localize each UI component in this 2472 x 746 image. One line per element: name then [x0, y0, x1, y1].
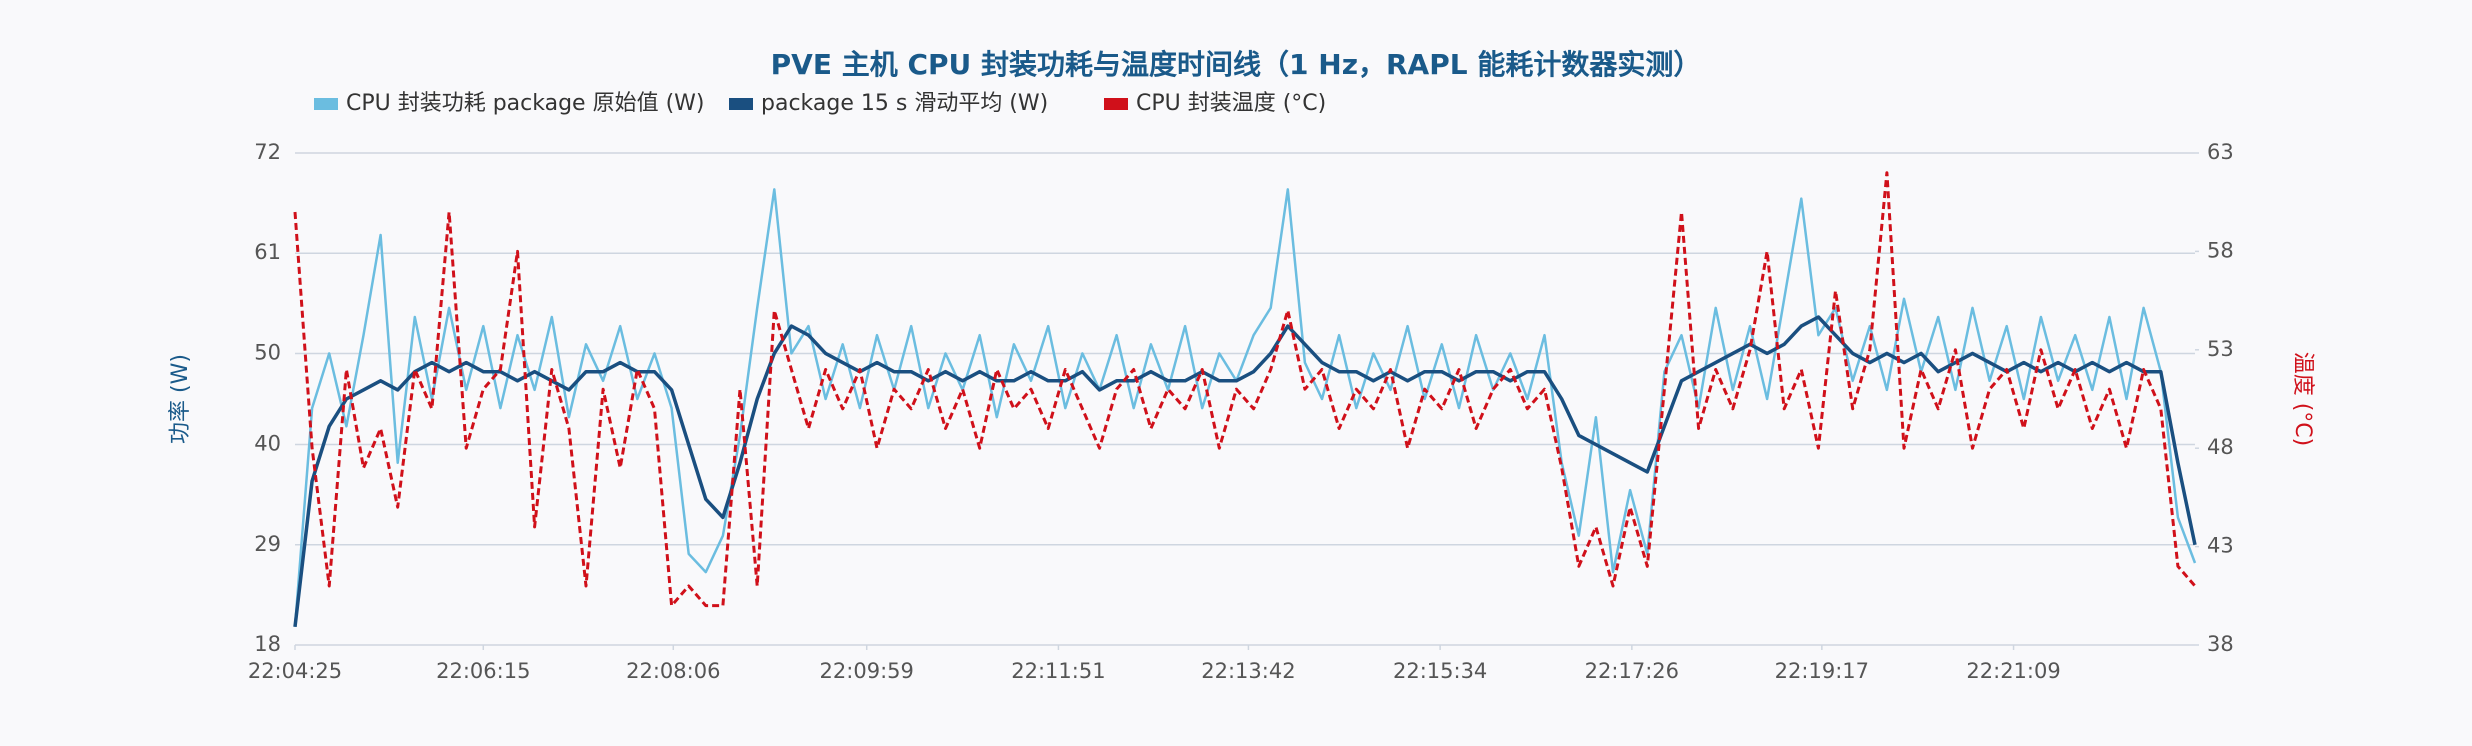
legend-swatch	[729, 98, 753, 110]
series-line	[293, 171, 2197, 608]
y-tick-label: 29	[254, 532, 281, 556]
y2-tick-label: 63	[2207, 140, 2234, 164]
y2-tick-label: 58	[2207, 238, 2234, 262]
legend-label: CPU 封装温度 (°C)	[1136, 91, 1326, 116]
y-tick-label: 72	[254, 140, 281, 164]
y-tick-label: 18	[254, 632, 281, 656]
plot-area	[293, 171, 2197, 628]
legend-swatch	[314, 98, 338, 110]
x-tick-label: 22:17:26	[1585, 659, 1679, 683]
chart-title: PVE 主机 CPU 封装功耗与温度时间线（1 Hz，RAPL 能耗计数器实测）	[771, 48, 1702, 81]
y2-tick-label: 43	[2207, 534, 2234, 558]
x-tick-label: 22:15:34	[1393, 659, 1487, 683]
x-tick-label: 22:19:17	[1775, 659, 1869, 683]
y2-tick-label: 38	[2207, 632, 2234, 656]
x-tick-label: 22:11:51	[1011, 659, 1105, 683]
legend: CPU 封装功耗 package 原始值 (W) package 15 s 滑动平…	[314, 91, 1326, 116]
y-axis-title: 功率 (W)	[168, 354, 193, 444]
x-tick-label: 22:06:15	[436, 659, 530, 683]
grid: 18 29 40 50 61 72 38 43 48 53 58 63 22:04:25 22:06:15…	[248, 140, 2234, 683]
legend-swatch	[1104, 98, 1128, 110]
x-tick-label: 22:04:25	[248, 659, 342, 683]
y-tick-label: 61	[254, 240, 281, 264]
x-tick-label: 22:13:42	[1201, 659, 1295, 683]
x-tick-label: 22:09:59	[820, 659, 914, 683]
series-line	[293, 315, 2197, 628]
y2-tick-label: 53	[2207, 337, 2234, 361]
y2-tick-label: 48	[2207, 435, 2234, 459]
legend-label: CPU 封装功耗 package 原始值 (W)	[346, 91, 705, 116]
x-tick-label: 22:21:09	[1966, 659, 2060, 683]
x-tick-label: 22:08:06	[626, 659, 720, 683]
legend-label: package 15 s 滑动平均 (W)	[761, 91, 1048, 116]
y2-axis-title: 温度 (°C)	[2290, 352, 2315, 447]
y-tick-label: 40	[254, 432, 281, 456]
y-tick-label: 50	[254, 340, 281, 364]
